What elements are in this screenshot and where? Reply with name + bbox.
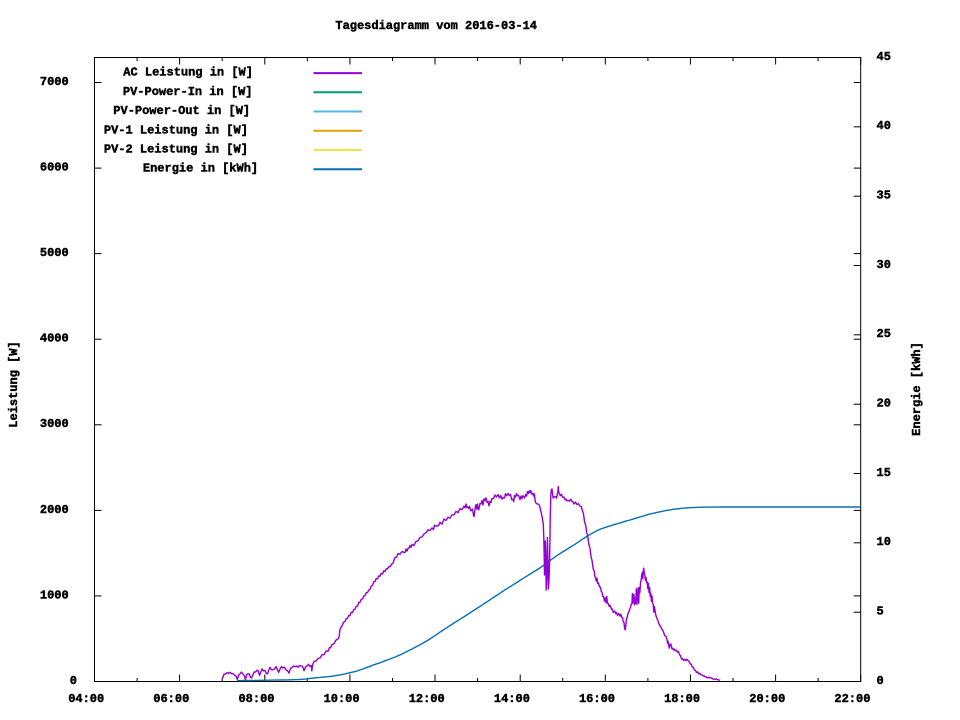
svg-text:4000: 4000 [40, 332, 69, 346]
svg-text:06:00: 06:00 [153, 692, 189, 706]
svg-text:PV-1 Leistung in [W]: PV-1 Leistung in [W] [104, 123, 248, 137]
svg-text:22:00: 22:00 [834, 692, 870, 706]
svg-text:Tagesdiagramm vom 2016-03-14: Tagesdiagramm vom 2016-03-14 [335, 19, 537, 33]
svg-text:PV-2 Leistung in [W]: PV-2 Leistung in [W] [104, 143, 248, 157]
svg-text:30: 30 [877, 258, 891, 272]
svg-text:3000: 3000 [40, 417, 69, 431]
svg-text:5000: 5000 [40, 246, 69, 260]
svg-text:1000: 1000 [40, 588, 69, 602]
svg-text:AC Leistung in [W]: AC Leistung in [W] [123, 66, 253, 80]
svg-text:PV-Power-Out in [W]: PV-Power-Out in [W] [113, 104, 250, 118]
svg-text:PV-Power-In in [W]: PV-Power-In in [W] [123, 85, 253, 99]
svg-text:45: 45 [877, 50, 891, 64]
svg-text:Energie [kWh]: Energie [kWh] [910, 342, 924, 436]
svg-text:12:00: 12:00 [409, 692, 445, 706]
svg-text:20: 20 [877, 397, 891, 411]
svg-text:16:00: 16:00 [579, 692, 615, 706]
svg-text:6000: 6000 [40, 161, 69, 175]
svg-text:10: 10 [877, 535, 891, 549]
svg-text:0: 0 [877, 674, 884, 688]
svg-text:0: 0 [70, 674, 77, 688]
svg-text:15: 15 [877, 466, 891, 480]
svg-text:04:00: 04:00 [68, 692, 104, 706]
svg-text:5: 5 [877, 605, 884, 619]
svg-text:2000: 2000 [40, 503, 69, 517]
svg-text:25: 25 [877, 327, 891, 341]
svg-text:20:00: 20:00 [749, 692, 785, 706]
svg-text:10:00: 10:00 [324, 692, 360, 706]
svg-text:7000: 7000 [40, 75, 69, 89]
svg-text:35: 35 [877, 189, 891, 203]
svg-text:14:00: 14:00 [494, 692, 530, 706]
svg-text:Energie in [kWh]: Energie in [kWh] [143, 162, 258, 176]
svg-text:Leistung [W]: Leistung [W] [7, 341, 21, 427]
svg-text:08:00: 08:00 [238, 692, 274, 706]
svg-text:40: 40 [877, 119, 891, 133]
svg-text:18:00: 18:00 [664, 692, 700, 706]
